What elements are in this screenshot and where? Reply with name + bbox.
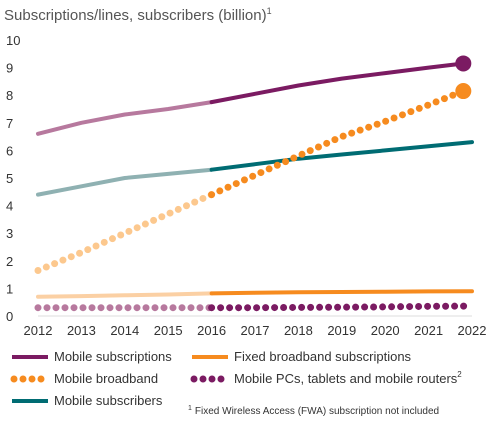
x-tick-label: 2021: [414, 323, 443, 338]
legend-label: Mobile subscriptions: [54, 349, 172, 364]
x-tick-label: 2020: [371, 323, 400, 338]
x-axis: 2012 2013 2014 2015 2016 2017 2018 2019 2020 2021…: [24, 323, 487, 338]
y-tick-label: 9: [6, 61, 13, 76]
chart-title-text: Subscriptions/lines, subscribers (billio…: [4, 7, 267, 24]
series-historical-line: [36, 291, 214, 299]
y-tick-label: 4: [6, 199, 13, 214]
series-forecast-line: [208, 302, 476, 312]
legend-item: Fixed broadband subscriptions: [192, 349, 412, 364]
x-tick-label: 2019: [327, 323, 356, 338]
series-mobile-subscribers: [36, 140, 474, 197]
legend-item: Mobile subscriptions: [12, 349, 172, 364]
series-historical-line: [36, 167, 214, 197]
series-mobile-subscriptions: [36, 55, 472, 136]
y-tick-label: 10: [6, 33, 20, 48]
x-tick-label: 2018: [284, 323, 313, 338]
y-tick-label: 6: [6, 143, 13, 158]
x-tick-label: 2013: [67, 323, 96, 338]
legend-item: Mobile broadband: [10, 371, 158, 386]
series-end-marker: [455, 55, 472, 72]
x-tick-label: 2014: [110, 323, 139, 338]
series-mobile-pcs-tablets-and-mobile-routers: [34, 302, 476, 312]
legend-label-text: Mobile subscribers: [54, 393, 163, 408]
plot-area: [34, 55, 476, 312]
y-tick-label: 8: [6, 88, 13, 103]
legend-label: Fixed broadband subscriptions: [234, 349, 412, 364]
y-tick-label: 7: [6, 116, 13, 131]
x-tick-label: 2022: [458, 323, 487, 338]
y-tick-label: 0: [6, 309, 13, 324]
legend-label-text: Mobile broadband: [54, 371, 158, 386]
y-axis: 0 1 2 3 4 5 6 7 8 9 10: [6, 33, 20, 324]
x-tick-label: 2017: [241, 323, 270, 338]
legend: Mobile subscriptions Fixed broadband subs…: [10, 349, 462, 408]
footnote-text: Fixed Wireless Access (FWA) subscription…: [195, 406, 439, 417]
legend-label: Mobile broadband: [54, 371, 158, 386]
legend-label-text: Mobile subscriptions: [54, 349, 172, 364]
series-forecast-line: [209, 61, 466, 105]
legend-label-text: Mobile PCs, tablets and mobile routers: [234, 371, 458, 386]
footnote: 1 Fixed Wireless Access (FWA) subscriptio…: [188, 405, 439, 417]
series-forecast-line: [209, 140, 474, 172]
y-tick-label: 2: [6, 254, 13, 269]
series-historical-line: [36, 100, 214, 136]
y-tick-label: 3: [6, 226, 13, 241]
series-forecast-line: [209, 289, 474, 296]
chart-title: Subscriptions/lines, subscribers (billio…: [4, 6, 272, 24]
series-mobile-broadband: [34, 83, 472, 274]
x-tick-label: 2015: [154, 323, 183, 338]
legend-label-superscript: 2: [457, 370, 462, 379]
series-historical-line: [34, 191, 216, 274]
x-tick-label: 2016: [197, 323, 226, 338]
series-end-marker: [455, 83, 472, 100]
y-tick-label: 5: [6, 171, 13, 186]
footnote-marker: 1: [188, 405, 192, 412]
x-tick-label: 2012: [24, 323, 53, 338]
legend-label: Mobile subscribers: [54, 393, 163, 408]
chart-title-superscript: 1: [267, 6, 272, 16]
legend-label: Mobile PCs, tablets and mobile routers2: [234, 370, 462, 386]
legend-item: Mobile PCs, tablets and mobile routers2: [190, 370, 462, 386]
legend-label-text: Fixed broadband subscriptions: [234, 349, 412, 364]
series-forecast-line: [208, 87, 467, 199]
y-tick-label: 1: [6, 281, 13, 296]
legend-item: Mobile subscribers: [12, 393, 163, 408]
series-fixed-broadband-subscriptions: [36, 289, 474, 299]
